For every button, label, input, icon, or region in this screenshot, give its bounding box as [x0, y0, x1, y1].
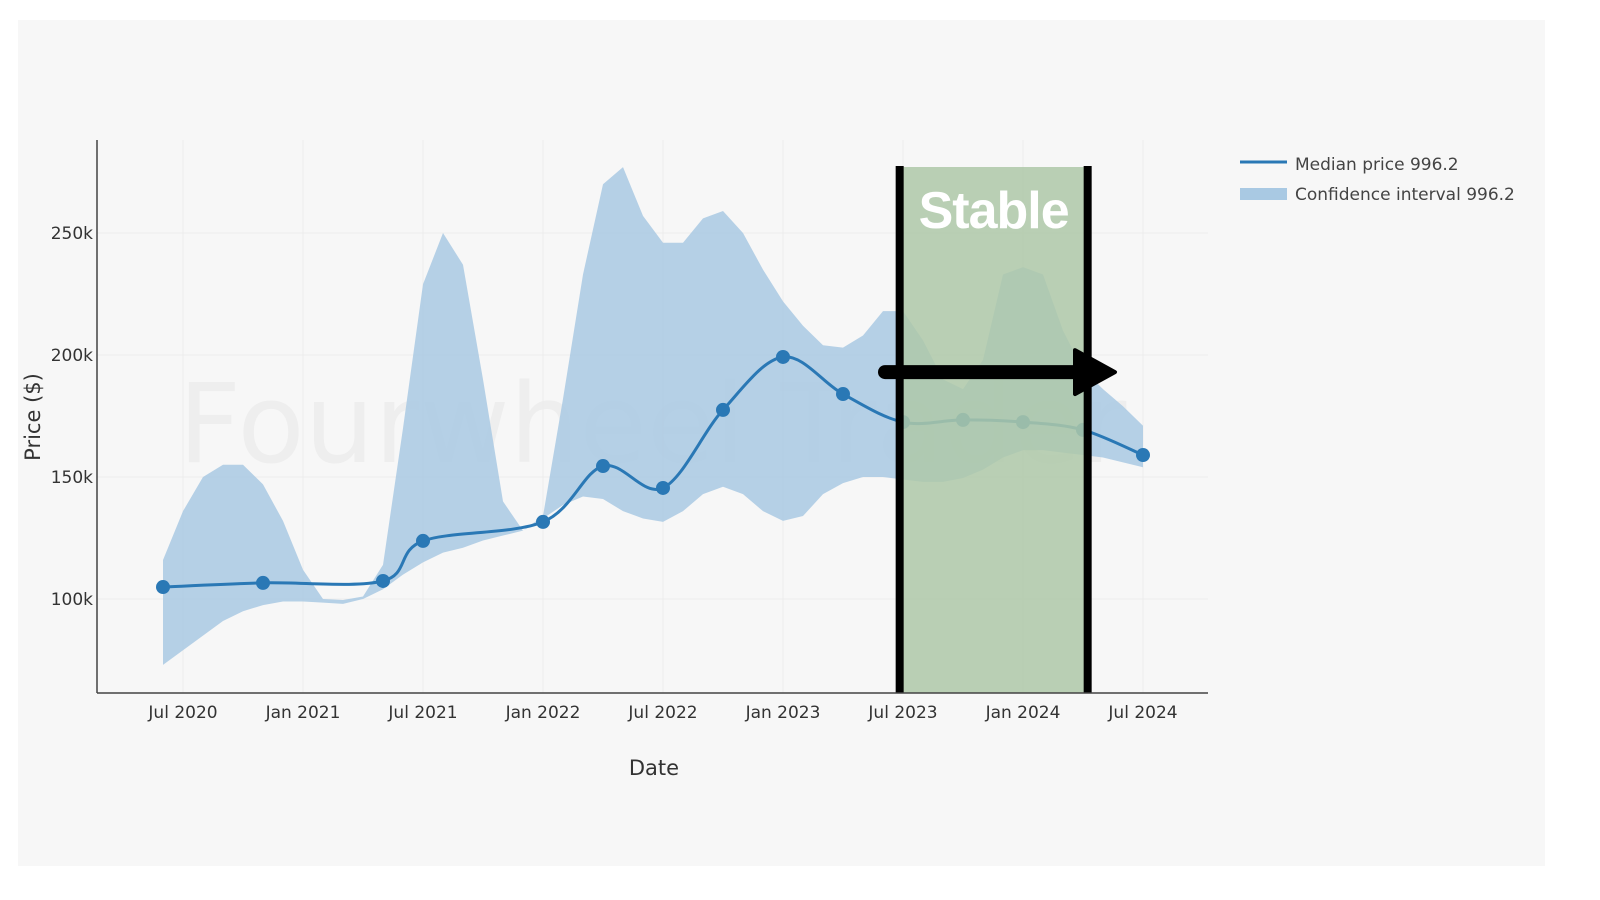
confidence-band [163, 167, 1143, 665]
legend-median[interactable]: Median price 996.2 [1295, 155, 1459, 175]
median-price-point [416, 533, 430, 548]
x-tick-label: Jul 2024 [1107, 703, 1177, 723]
x-tick-label: Jan 2021 [265, 703, 341, 723]
legend: Median price 996.2 Confidence interval 9… [1240, 155, 1515, 205]
y-axis-title: Price ($) [21, 373, 45, 461]
y-tick-label: 100k [51, 590, 93, 610]
stable-label: Stable [919, 182, 1069, 240]
median-price-point [376, 573, 390, 588]
x-tick-label: Jul 2020 [147, 703, 217, 723]
median-price-point [656, 480, 670, 495]
median-price-point [256, 575, 270, 590]
x-tick-label: Jul 2021 [387, 703, 457, 723]
x-tick-label: Jan 2023 [745, 703, 821, 723]
median-price-point [156, 580, 170, 595]
y-tick-label: 250k [51, 224, 93, 244]
median-price-point [776, 349, 790, 364]
x-tick-label: Jan 2022 [505, 703, 581, 723]
median-price-point [596, 459, 610, 474]
median-price-point [716, 402, 730, 417]
y-tick-label: 200k [51, 346, 93, 366]
stable-region [899, 167, 1088, 693]
x-tick-label: Jul 2023 [867, 703, 937, 723]
x-tick-label: Jul 2022 [627, 703, 697, 723]
y-tick-label: 150k [51, 468, 93, 488]
trend-arrow-head [1073, 348, 1117, 397]
median-price-point [836, 387, 850, 402]
median-price-point [1136, 448, 1150, 463]
x-axis-title: Date [629, 756, 679, 780]
legend-confidence[interactable]: Confidence interval 996.2 [1295, 185, 1515, 205]
median-price-point [536, 514, 550, 529]
legend-band-swatch [1240, 188, 1287, 200]
x-tick-label: Jan 2024 [985, 703, 1061, 723]
